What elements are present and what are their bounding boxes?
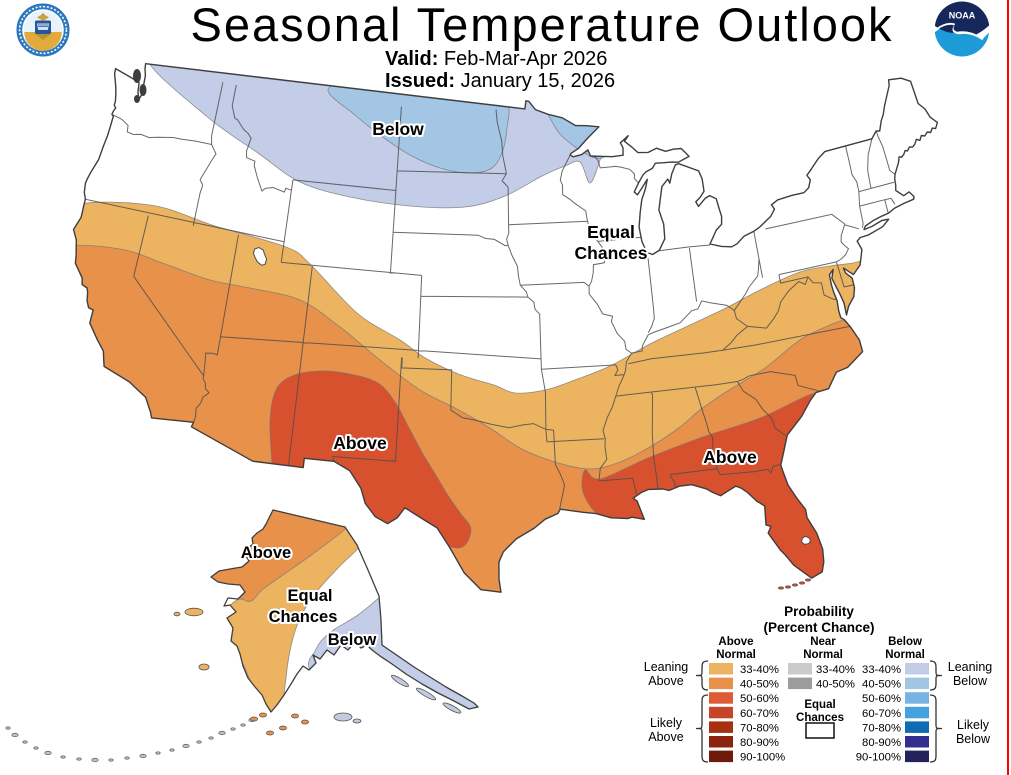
- svg-text:Above: Above: [718, 636, 753, 648]
- svg-text:Valid: Feb-Mar-Apr 2026: Valid: Feb-Mar-Apr 2026: [385, 48, 607, 70]
- svg-text:50-60%: 50-60%: [740, 693, 779, 705]
- svg-text:Above: Above: [333, 433, 387, 453]
- svg-text:Probability: Probability: [784, 604, 854, 619]
- svg-text:33-40%: 33-40%: [740, 664, 779, 676]
- svg-text:90-100%: 90-100%: [740, 752, 785, 764]
- svg-text:Leaning: Leaning: [644, 660, 689, 674]
- svg-text:Chances: Chances: [269, 608, 338, 626]
- svg-text:Seasonal Temperature Outlook: Seasonal Temperature Outlook: [191, 0, 893, 51]
- svg-text:Below: Below: [888, 636, 922, 648]
- svg-text:70-80%: 70-80%: [862, 722, 901, 734]
- svg-text:Above: Above: [241, 544, 291, 562]
- svg-text:Above: Above: [648, 730, 683, 744]
- svg-text:Normal: Normal: [803, 649, 843, 661]
- svg-text:Above: Above: [648, 674, 683, 688]
- svg-text:33-40%: 33-40%: [816, 664, 855, 676]
- svg-text:40-50%: 40-50%: [740, 679, 779, 691]
- svg-text:NOAA: NOAA: [949, 11, 976, 21]
- svg-text:Above: Above: [703, 447, 757, 467]
- svg-text:50-60%: 50-60%: [862, 693, 901, 705]
- svg-text:Equal: Equal: [288, 587, 333, 605]
- svg-text:33-40%: 33-40%: [862, 664, 901, 676]
- svg-text:Likely: Likely: [650, 716, 683, 730]
- svg-text:Below: Below: [956, 732, 991, 746]
- svg-text:60-70%: 60-70%: [740, 708, 779, 720]
- svg-text:Below: Below: [953, 674, 988, 688]
- svg-text:90-100%: 90-100%: [856, 752, 901, 764]
- svg-text:(Percent Chance): (Percent Chance): [763, 620, 874, 635]
- svg-text:Issued: January 15, 2026: Issued: January 15, 2026: [385, 70, 615, 92]
- svg-text:80-90%: 80-90%: [740, 737, 779, 749]
- svg-text:Below: Below: [328, 631, 377, 649]
- svg-text:Chances: Chances: [575, 243, 648, 263]
- svg-text:40-50%: 40-50%: [816, 679, 855, 691]
- svg-text:40-50%: 40-50%: [862, 679, 901, 691]
- svg-text:Leaning: Leaning: [948, 660, 993, 674]
- svg-text:70-80%: 70-80%: [740, 722, 779, 734]
- svg-text:Equal: Equal: [587, 222, 635, 242]
- svg-text:60-70%: 60-70%: [862, 708, 901, 720]
- svg-text:Equal: Equal: [804, 699, 835, 711]
- svg-text:Near: Near: [810, 636, 836, 648]
- svg-text:Normal: Normal: [716, 649, 756, 661]
- svg-text:Normal: Normal: [885, 649, 925, 661]
- svg-text:Likely: Likely: [957, 718, 990, 732]
- svg-text:80-90%: 80-90%: [862, 737, 901, 749]
- svg-text:Chances: Chances: [796, 712, 844, 724]
- svg-text:Below: Below: [372, 119, 424, 139]
